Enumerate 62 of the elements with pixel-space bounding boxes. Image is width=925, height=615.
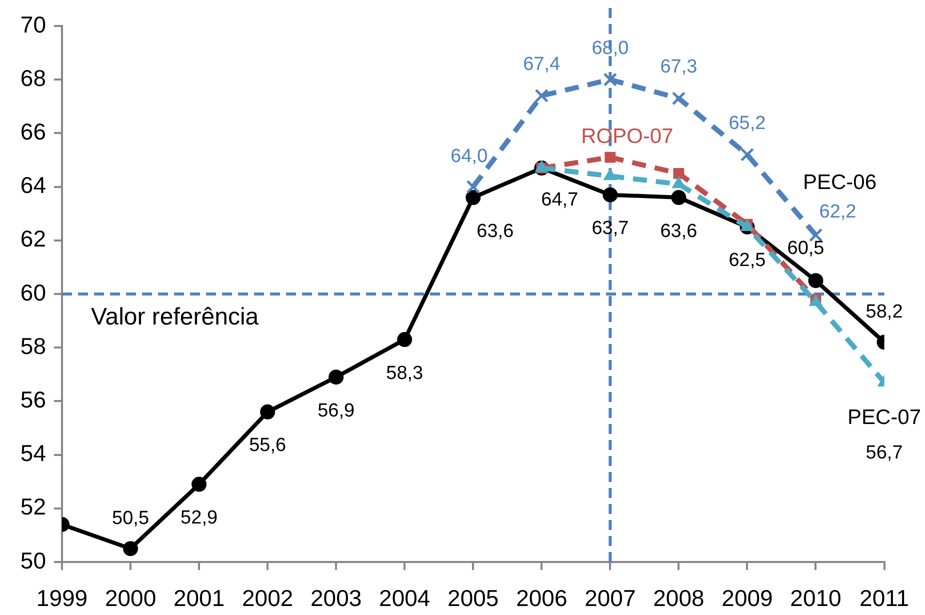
y-tick-label: 68 [20, 64, 46, 91]
point [604, 152, 616, 163]
data-label: 50,5 [112, 508, 150, 529]
x-tick-label: 2001 [173, 585, 225, 612]
data-label: 63,7 [592, 218, 629, 240]
data-label: 52,9 [180, 508, 218, 529]
y-tick-label: 54 [20, 440, 46, 466]
x-tick-label: 2009 [722, 585, 773, 612]
x-tick-label: 2007 [584, 585, 636, 612]
x-tick-label: 2002 [242, 585, 294, 612]
x-tick-label: 2011 [860, 585, 910, 612]
point [671, 190, 686, 206]
y-tick-label: 56 [20, 386, 46, 413]
x-tick-label: 2005 [448, 585, 499, 612]
y-tick-label: 70 [20, 11, 46, 38]
data-label: 62,5 [728, 250, 766, 272]
x-tick-label: 2008 [653, 585, 704, 612]
point [603, 72, 618, 87]
series-label: PEC-07 [848, 406, 922, 430]
ref-line-label: Valor referência [91, 304, 260, 331]
data-label: 56,9 [318, 400, 355, 422]
data-label: 67,3 [660, 56, 698, 78]
point [672, 91, 686, 106]
point [466, 190, 481, 206]
y-tick-label: 60 [20, 279, 46, 306]
x-tick-label: 2003 [310, 585, 362, 612]
x-tick-label: 1999 [36, 585, 88, 612]
point [808, 273, 824, 288]
point [260, 404, 276, 420]
y-tick-label: 58 [20, 332, 46, 359]
data-label: 56,7 [866, 442, 903, 464]
data-label: 67,4 [523, 54, 561, 75]
x-tick-label: 2004 [379, 585, 430, 612]
data-label: 62,2 [819, 201, 856, 222]
data-label: 64,0 [450, 146, 488, 168]
point [740, 148, 754, 162]
data-label: 63,6 [476, 220, 514, 242]
series-label: ROPO-07 [581, 125, 674, 148]
x-tick-label: 2000 [104, 585, 156, 612]
y-tick-label: 66 [20, 118, 46, 145]
point [673, 168, 684, 179]
data-label: 58,2 [866, 301, 903, 322]
point [466, 180, 480, 194]
data-label: 60,5 [787, 238, 824, 259]
point [123, 541, 138, 556]
point [397, 332, 412, 348]
series-label: PEC-06 [802, 170, 877, 194]
y-tick-label: 50 [20, 547, 46, 574]
data-label: 58,3 [386, 362, 424, 384]
point [602, 187, 618, 202]
y-tick-label: 64 [20, 172, 46, 198]
point [192, 476, 207, 492]
x-tick-label: 2006 [516, 585, 568, 612]
data-label: 64,7 [541, 189, 578, 210]
data-label: 55,6 [249, 435, 286, 456]
data-label: 65,2 [728, 112, 766, 134]
data-label: 63,6 [660, 220, 698, 242]
x-tick-label: 2010 [790, 585, 842, 612]
point [328, 370, 344, 385]
y-tick-label: 52 [20, 494, 46, 520]
y-tick-label: 62 [20, 226, 46, 252]
point [534, 88, 549, 103]
